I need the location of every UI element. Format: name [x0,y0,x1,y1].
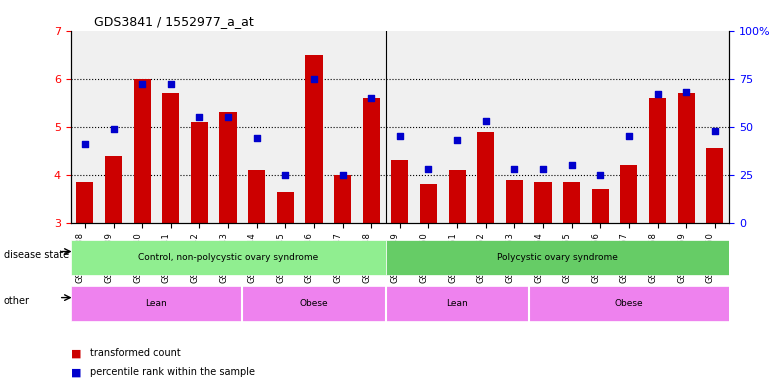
Point [537,166,550,172]
Bar [248,170,265,223]
Bar [305,55,322,223]
Point [107,126,120,132]
Bar [191,122,208,223]
Bar [391,161,408,223]
FancyBboxPatch shape [386,240,729,275]
Point [165,81,177,88]
Bar [162,93,180,223]
Bar [420,184,437,223]
FancyBboxPatch shape [71,240,386,275]
Text: ■: ■ [71,367,81,377]
Bar [363,98,379,223]
Bar [706,148,724,223]
Bar [133,79,151,223]
Bar [677,93,695,223]
Bar [535,182,552,223]
Text: other: other [4,296,30,306]
Point [451,137,463,143]
Text: Obese: Obese [615,299,643,308]
Point [193,114,205,120]
Bar [448,170,466,223]
Text: GDS3841 / 1552977_a_at: GDS3841 / 1552977_a_at [94,15,254,28]
Bar [649,98,666,223]
Point [394,133,406,139]
Point [652,91,664,97]
Text: transformed count: transformed count [90,348,181,358]
Text: percentile rank within the sample: percentile rank within the sample [90,367,255,377]
Text: disease state: disease state [4,250,69,260]
FancyBboxPatch shape [386,286,528,321]
Point [250,135,263,141]
Point [622,133,635,139]
Bar [592,189,609,223]
Bar [105,156,122,223]
Text: Lean: Lean [446,299,468,308]
Bar [620,165,637,223]
Bar [76,182,93,223]
FancyBboxPatch shape [242,286,386,321]
Point [136,81,148,88]
FancyBboxPatch shape [71,286,242,321]
Point [508,166,521,172]
Point [279,172,292,178]
Point [680,89,692,95]
Point [222,114,234,120]
Point [78,141,91,147]
Text: Polycystic ovary syndrome: Polycystic ovary syndrome [497,253,618,262]
Point [709,127,721,134]
Point [423,166,435,172]
Text: Control, non-polycystic ovary syndrome: Control, non-polycystic ovary syndrome [138,253,318,262]
Point [480,118,492,124]
Bar [277,192,294,223]
Point [307,76,320,82]
FancyBboxPatch shape [528,286,729,321]
Bar [506,180,523,223]
Text: ■: ■ [71,348,81,358]
Point [594,172,607,178]
Bar [563,182,580,223]
Text: Obese: Obese [299,299,328,308]
Bar [477,131,495,223]
Point [365,95,377,101]
Bar [334,175,351,223]
Point [565,162,578,168]
Point [336,172,349,178]
Text: Lean: Lean [146,299,167,308]
Bar [220,113,237,223]
